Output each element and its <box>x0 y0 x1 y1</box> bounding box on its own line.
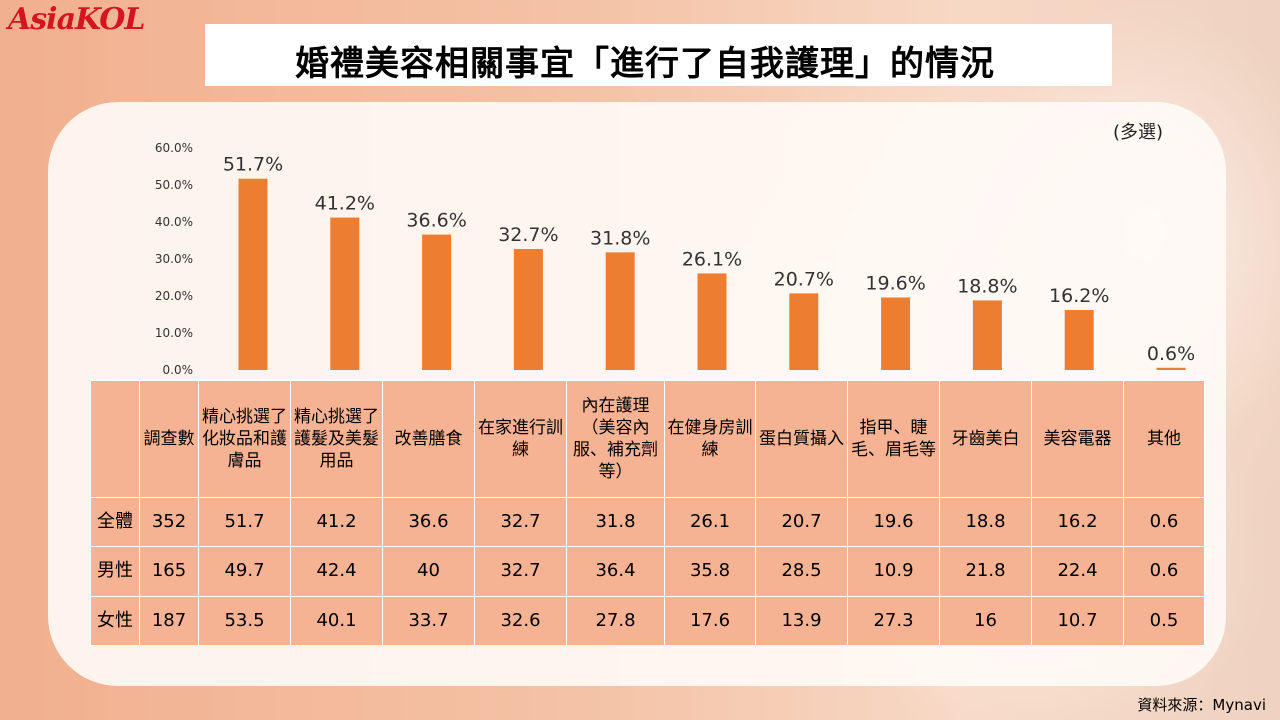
y-tick-label: 10.0% <box>155 326 193 340</box>
table-cell: 20.7 <box>755 496 848 548</box>
bar <box>972 300 1002 370</box>
table-cell: 51.7 <box>198 496 291 548</box>
table-cell: 32.7 <box>474 546 567 597</box>
title-box: 婚禮美容相關事宜「進行了自我護理」的情況 <box>205 24 1112 86</box>
table-header-cell: 牙齒美白 <box>939 380 1032 498</box>
table-header-cell: 指甲、睫毛、眉毛等 <box>847 380 940 498</box>
row-label: 全體 <box>90 496 140 548</box>
table-header-cell: 內在護理（美容內服、補充劑等） <box>566 380 665 498</box>
table-cell: 16 <box>939 595 1032 647</box>
table-cell: 27.3 <box>847 595 940 647</box>
table-header-cell: 美容電器 <box>1031 380 1124 498</box>
table-cell: 21.8 <box>939 546 1032 597</box>
table-cell: 18.8 <box>939 496 1032 548</box>
table-cell: 36.6 <box>382 496 475 548</box>
data-table: 調查數 精心挑選了化妝品和護膚品 精心挑選了護髮及美髮用品 改善膳食 在家進行訓練 內在護… <box>90 380 1205 647</box>
table-cell: 31.8 <box>566 496 665 548</box>
bar-value-label: 51.7% <box>223 154 283 176</box>
table-cell: 32.7 <box>474 496 567 548</box>
bar <box>1156 367 1186 370</box>
y-tick-label: 30.0% <box>155 252 193 266</box>
bar <box>330 217 360 370</box>
bar-value-label: 16.2% <box>1049 285 1109 307</box>
table-cell: 28.5 <box>755 546 848 597</box>
bar-value-label: 41.2% <box>315 193 375 215</box>
table-header-cell: 精心挑選了護髮及美髮用品 <box>290 380 383 498</box>
bar-value-label: 32.7% <box>498 224 558 246</box>
bar-value-label: 18.8% <box>957 275 1017 297</box>
asiakol-logo: AsiaKOL <box>8 2 145 37</box>
table-row: 男性 165 49.7 42.4 40 32.7 36.4 35.8 28.5 10.9 21.8 2… <box>90 546 1205 597</box>
table-cell: 27.8 <box>566 595 665 647</box>
bar <box>513 249 543 370</box>
table-cell: 0.6 <box>1123 496 1205 548</box>
table-header-cell: 精心挑選了化妝品和護膚品 <box>198 380 291 498</box>
table-cell: 33.7 <box>382 595 475 647</box>
bar-value-label: 0.6% <box>1147 343 1195 365</box>
table-cell: 26.1 <box>664 496 756 548</box>
table-cell: 36.4 <box>566 546 665 597</box>
bar <box>881 297 911 370</box>
table-header-cell: 在家進行訓練 <box>474 380 567 498</box>
table-cell: 0.6 <box>1123 546 1205 597</box>
bar <box>605 252 635 370</box>
table-cell: 0.5 <box>1123 595 1205 647</box>
y-tick-label: 0.0% <box>163 363 194 377</box>
table-cell: 32.6 <box>474 595 567 647</box>
table-cell: 10.7 <box>1031 595 1124 647</box>
table-cell: 49.7 <box>198 546 291 597</box>
table-header-cell: 蛋白質攝入 <box>755 380 848 498</box>
table-header-cell: 其他 <box>1123 380 1205 498</box>
table-row: 全體 352 51.7 41.2 36.6 32.7 31.8 26.1 20.7 19.6 18.… <box>90 496 1205 548</box>
table-cell: 40 <box>382 546 475 597</box>
table-cell: 40.1 <box>290 595 383 647</box>
table-cell: 165 <box>139 546 199 597</box>
table-cell: 42.4 <box>290 546 383 597</box>
table-header-cell <box>90 380 140 498</box>
bar <box>697 273 727 370</box>
row-label: 女性 <box>90 595 140 647</box>
y-tick-label: 20.0% <box>155 289 193 303</box>
table-cell: 352 <box>139 496 199 548</box>
table-cell: 53.5 <box>198 595 291 647</box>
table-header-cell: 改善膳食 <box>382 380 475 498</box>
page-title: 婚禮美容相關事宜「進行了自我護理」的情況 <box>295 44 995 84</box>
multi-select-note: (多選) <box>1113 122 1164 143</box>
table-cell: 35.8 <box>664 546 756 597</box>
table-cell: 187 <box>139 595 199 647</box>
table-cell: 16.2 <box>1031 496 1124 548</box>
table-cell: 19.6 <box>847 496 940 548</box>
bar <box>789 293 819 370</box>
bar-value-label: 31.8% <box>590 227 650 249</box>
bar <box>1064 310 1094 370</box>
y-tick-label: 60.0% <box>155 141 193 155</box>
table-header-cell: 調查數 <box>139 380 199 498</box>
table-cell: 10.9 <box>847 546 940 597</box>
table-row: 女性 187 53.5 40.1 33.7 32.6 27.8 17.6 13.9 27.3 16 1… <box>90 595 1205 647</box>
y-tick-label: 40.0% <box>155 215 193 229</box>
row-label: 男性 <box>90 546 140 597</box>
bar-value-label: 20.7% <box>774 268 834 290</box>
table-cell: 17.6 <box>664 595 756 647</box>
table-cell: 13.9 <box>755 595 848 647</box>
table-header-cell: 在健身房訓練 <box>664 380 756 498</box>
bar-value-label: 36.6% <box>406 210 466 232</box>
bar-value-label: 19.6% <box>865 272 925 294</box>
table-cell: 22.4 <box>1031 546 1124 597</box>
table-cell: 41.2 <box>290 496 383 548</box>
source-note: 資料來源：Mynavi <box>1137 696 1266 714</box>
bar <box>422 234 452 370</box>
y-tick-label: 50.0% <box>155 178 193 192</box>
bar-value-label: 26.1% <box>682 248 742 270</box>
bar <box>238 178 268 370</box>
